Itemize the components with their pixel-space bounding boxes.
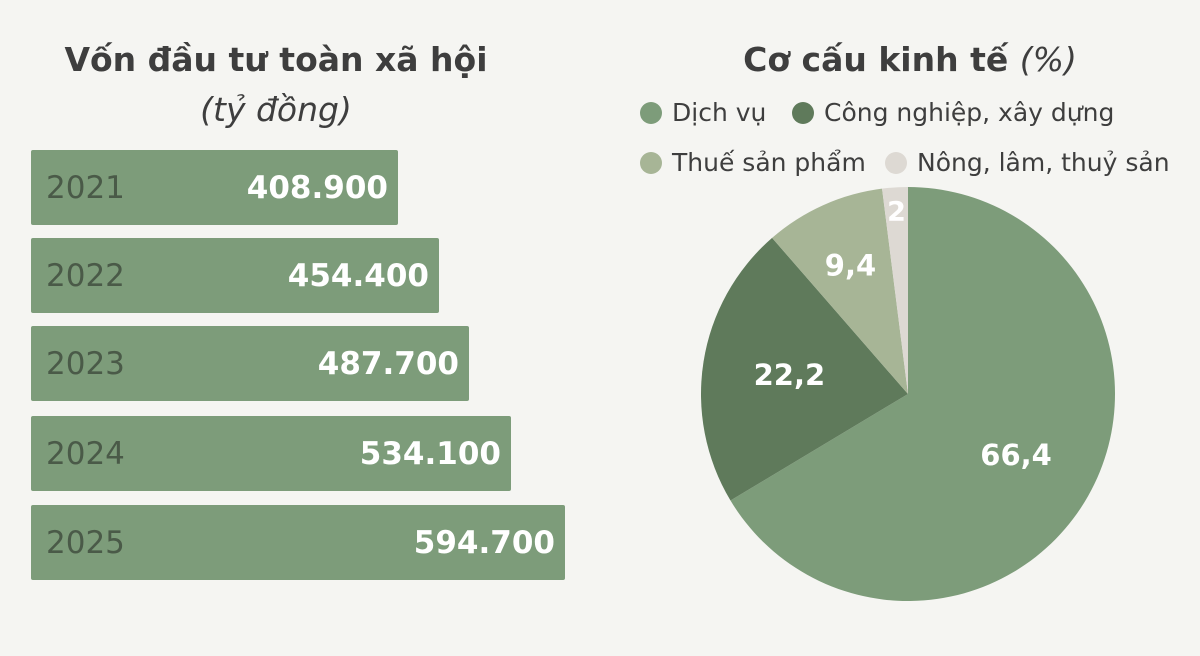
bar-chart-unit: (tỷ đồng) [200,90,352,129]
pie-slice-value-label: 9,4 [825,249,876,283]
pie-chart-title-text: Cơ cấu kinh tế [743,40,1009,79]
bar-2021: 2021 408.900 [31,150,398,225]
bar-category-label: 2023 [46,345,125,382]
bar-category-label: 2024 [46,435,125,472]
pie-chart-title: Cơ cấu kinh tế (%) [640,40,1180,79]
legend-label: Thuế sản phẩm [672,148,866,177]
legend-label: Công nghiệp, xây dựng [824,98,1115,127]
bar-value-label: 594.700 [413,524,555,561]
bar-category-label: 2021 [46,169,125,206]
bar-value-label: 487.700 [317,345,459,382]
pie-chart: 66,4 22,2 9,4 2 [701,187,1115,601]
legend-swatch [792,102,814,124]
pie-slice [772,188,908,394]
legend-label: Dịch vụ [672,98,767,127]
bar-2022: 2022 454.400 [31,238,439,313]
legend-swatch [640,152,662,174]
legend-label: Nông, lâm, thuỷ sản [917,148,1170,177]
pie-slice-value-label: 22,2 [754,358,826,392]
legend-swatch [885,152,907,174]
bar-2024: 2024 534.100 [31,416,511,491]
legend-item: Dịch vụ [640,98,766,127]
bar-chart: 2021 408.900 2022 454.400 2023 487.700 2024 534… [31,150,565,580]
bar-value-label: 454.400 [287,257,429,294]
bar-2025: 2025 594.700 [31,505,565,580]
pie-chart-unit: (%) [1019,40,1077,79]
pie-slice [882,187,908,394]
pie-slice [730,187,1115,601]
pie-slice [701,237,908,501]
legend-item: Nông, lâm, thuỷ sản [885,148,1170,177]
bar-chart-title: Vốn đầu tư toàn xã hội [64,40,488,79]
legend-item: Thuế sản phẩm [640,148,866,177]
legend-swatch [640,102,662,124]
pie-slice-value-label: 2 [887,197,906,228]
bar-value-label: 534.100 [359,435,501,472]
bar-category-label: 2022 [46,257,125,294]
pie-slice-value-label: 66,4 [980,438,1052,472]
bar-value-label: 408.900 [246,169,388,206]
bar-category-label: 2025 [46,524,125,561]
bar-2023: 2023 487.700 [31,326,469,401]
legend-item: Công nghiệp, xây dựng [792,98,1114,127]
